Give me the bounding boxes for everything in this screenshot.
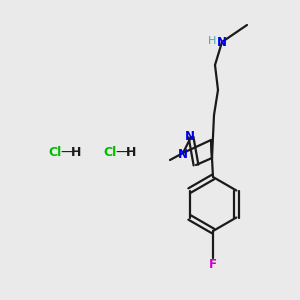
Text: Cl: Cl <box>103 146 117 160</box>
Text: —: — <box>115 146 129 160</box>
Text: N: N <box>217 35 227 49</box>
Text: N: N <box>178 148 188 160</box>
Text: H: H <box>208 36 216 46</box>
Text: —: — <box>60 146 74 160</box>
Text: H: H <box>126 146 136 160</box>
Text: Cl: Cl <box>48 146 62 160</box>
Text: F: F <box>209 259 217 272</box>
Text: N: N <box>185 130 195 142</box>
Text: H: H <box>71 146 81 160</box>
